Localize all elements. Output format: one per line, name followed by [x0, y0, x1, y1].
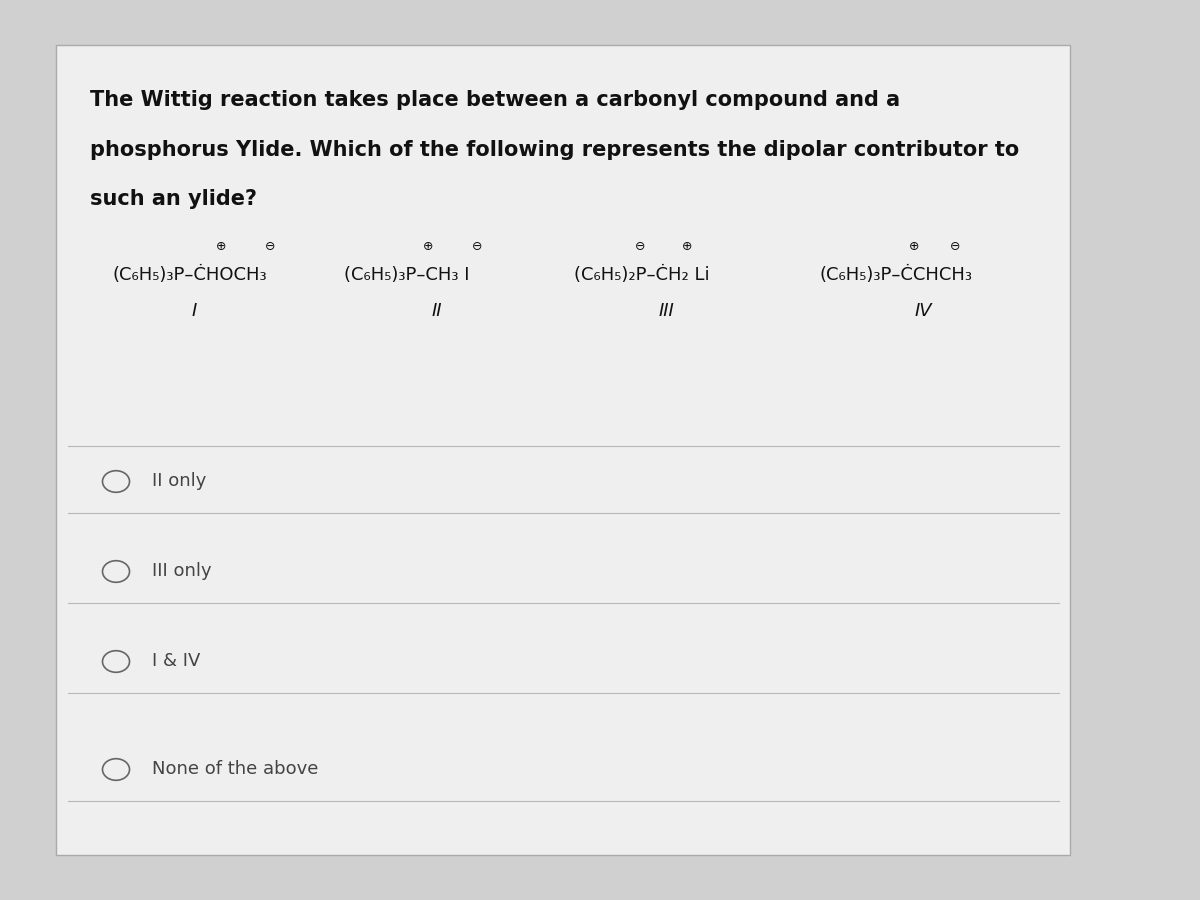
FancyBboxPatch shape — [56, 45, 1070, 855]
Text: ⊕: ⊕ — [422, 240, 433, 253]
Text: ⊖: ⊖ — [635, 240, 646, 253]
Text: I: I — [191, 302, 197, 319]
Text: ⊖: ⊖ — [473, 240, 482, 253]
Text: III only: III only — [152, 562, 211, 580]
Text: II: II — [432, 302, 443, 319]
Text: ⊕: ⊕ — [216, 240, 226, 253]
Text: I & IV: I & IV — [152, 652, 200, 670]
Text: The Wittig reaction takes place between a carbonyl compound and a: The Wittig reaction takes place between … — [90, 90, 900, 110]
Text: III: III — [659, 302, 674, 319]
Text: (C₆H₅)₃P–CH₃ I: (C₆H₅)₃P–CH₃ I — [343, 266, 469, 284]
Text: (C₆H₅)₃P–ĊCHCH₃: (C₆H₅)₃P–ĊCHCH₃ — [820, 266, 973, 284]
Text: II only: II only — [152, 472, 206, 490]
Text: such an ylide?: such an ylide? — [90, 189, 257, 209]
Text: ⊖: ⊖ — [265, 240, 276, 253]
Text: phosphorus Ylide. Which of the following represents the dipolar contributor to: phosphorus Ylide. Which of the following… — [90, 140, 1019, 159]
Text: ⊕: ⊕ — [910, 240, 920, 253]
Text: (C₆H₅)₃P–ĊHOCH₃: (C₆H₅)₃P–ĊHOCH₃ — [113, 266, 268, 284]
Text: ⊖: ⊖ — [950, 240, 960, 253]
Text: (C₆H₅)₂P–ĊH₂ Li: (C₆H₅)₂P–ĊH₂ Li — [575, 266, 710, 284]
Text: IV: IV — [914, 302, 932, 319]
Text: ⊕: ⊕ — [682, 240, 692, 253]
Text: None of the above: None of the above — [152, 760, 318, 778]
